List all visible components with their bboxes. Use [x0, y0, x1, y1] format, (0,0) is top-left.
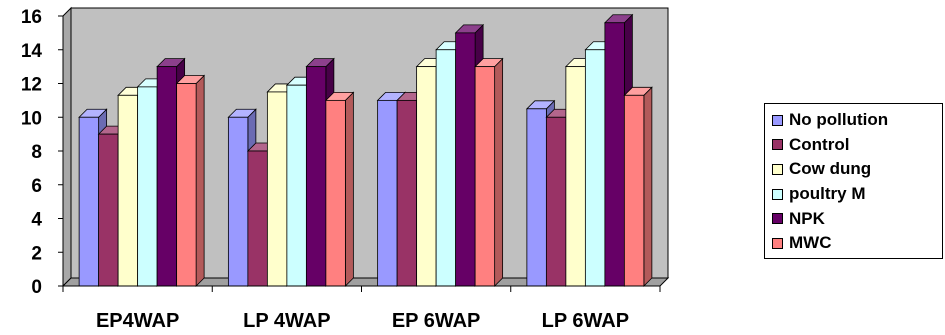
y-tick-label: 14	[21, 41, 43, 62]
bar	[474, 57, 504, 287]
legend-label: NPK	[789, 208, 825, 228]
bar-front-face	[117, 94, 139, 287]
legend-swatch	[772, 163, 783, 175]
bar-front-face	[305, 66, 327, 287]
y-tick-label: 0	[31, 277, 42, 298]
legend-swatch	[772, 213, 783, 225]
bar-front-face	[377, 99, 398, 287]
bar-front-face	[623, 94, 645, 287]
legend-item: No pollution	[772, 108, 942, 133]
legend-label: No pollution	[789, 110, 889, 130]
bar-front-face	[176, 83, 197, 287]
y-tick-label: 2	[31, 243, 42, 264]
bar-front-face	[325, 99, 346, 287]
legend-item: MWC	[772, 231, 942, 256]
bar-front-face	[526, 108, 547, 287]
y-tick-label: 8	[31, 142, 42, 163]
legend-label: poultry M	[789, 184, 866, 204]
legend-swatch	[772, 188, 783, 200]
bar-side-face	[643, 86, 653, 287]
legend-item: NPK	[772, 206, 942, 231]
bar-marks	[78, 13, 653, 287]
bar-front-face	[455, 32, 476, 287]
legend-label: Cow dung	[789, 159, 872, 179]
legend-label: MWC	[789, 233, 832, 253]
x-tick-label: EP4WAP	[96, 310, 179, 332]
y-tick-label: 10	[21, 108, 42, 129]
bar-front-face	[98, 133, 119, 287]
bar-front-face	[396, 99, 418, 287]
y-tick-label: 6	[31, 176, 42, 197]
axes	[58, 15, 661, 292]
x-tick-label: EP 6WAP	[392, 310, 481, 332]
legend-swatch	[772, 237, 783, 249]
x-tick-label: LP 6WAP	[542, 310, 629, 332]
legend-swatch	[772, 114, 783, 126]
axis-labels: 0 2 4 6 8 10 12 14 16 EP4WAP LP 4WAP EP 6WAP LP 6WAP	[21, 7, 629, 332]
chart-side-wall	[62, 6, 72, 288]
bar-front-face	[266, 91, 288, 287]
bar-front-face	[545, 116, 567, 287]
x-tick-label: LP 4WAP	[243, 310, 330, 332]
y-tick-label: 16	[21, 7, 42, 28]
bar-front-face	[565, 66, 586, 287]
chart-legend: No pollution Control Cow dung poultry M NPK M…	[764, 103, 943, 259]
bar-front-face	[156, 66, 178, 287]
bar	[623, 86, 653, 287]
bar-front-face	[604, 22, 625, 287]
legend-label: Control	[789, 134, 850, 154]
bar-front-face	[247, 150, 268, 287]
bar-front-face	[435, 49, 457, 287]
bar-side-face	[195, 74, 205, 287]
legend-item: poultry M	[772, 182, 942, 207]
bar	[324, 91, 355, 287]
bar-front-face	[286, 84, 307, 287]
y-tick-label: 4	[31, 210, 42, 231]
bar-side-face	[494, 57, 504, 287]
bar-side-face	[344, 91, 354, 287]
bar-front-face	[227, 116, 249, 287]
bar-front-face	[78, 116, 100, 287]
bar-front-face	[416, 66, 437, 287]
legend-item: Control	[772, 133, 942, 158]
bar-front-face	[137, 86, 158, 287]
legend-swatch	[772, 139, 783, 151]
bar	[175, 74, 206, 287]
bar-front-face	[584, 49, 606, 287]
y-tick-label: 12	[21, 75, 42, 96]
bar-front-face	[474, 66, 496, 287]
legend-item: Cow dung	[772, 157, 942, 182]
